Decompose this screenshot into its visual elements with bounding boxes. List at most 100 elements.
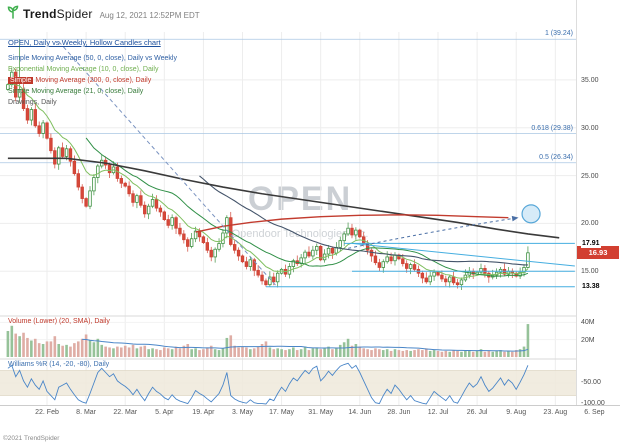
volume-bar xyxy=(6,331,10,357)
downtrend-dashed-line[interactable] xyxy=(58,41,279,288)
candle-body xyxy=(451,276,456,284)
candle-body xyxy=(146,205,151,215)
date-tick-label: 6. Sep xyxy=(584,409,605,416)
volume-bar xyxy=(53,336,57,357)
volume-bar xyxy=(311,348,315,357)
volume-bar xyxy=(108,347,111,357)
candle-body xyxy=(518,271,522,277)
price-axis[interactable] xyxy=(576,0,620,405)
date-tick-label: 19. Apr xyxy=(192,409,215,416)
candle-body xyxy=(389,256,393,262)
volume-bar xyxy=(57,344,61,357)
date-tick-label: 5. Apr xyxy=(155,409,174,416)
volume-bar xyxy=(268,347,272,357)
candle-body xyxy=(354,229,358,236)
volume-bar xyxy=(92,342,96,357)
candle-body xyxy=(479,268,483,273)
indicator-row-0[interactable]: Simple Moving Average (50, 0, close), Da… xyxy=(8,55,177,62)
volume-bar xyxy=(428,350,432,357)
indicator-row-2[interactable]: Simple Moving Average (200, 0, close), Da… xyxy=(8,77,152,84)
candle-body xyxy=(252,259,256,271)
candle-body xyxy=(150,199,155,207)
date-tick-label: 22. Mar xyxy=(113,409,138,416)
volume-bar xyxy=(264,341,268,357)
symbol-series-label[interactable]: OPEN, Daily vs Weekly, Hollow Candles ch… xyxy=(8,38,161,47)
volume-bar xyxy=(338,344,342,357)
volume-bar xyxy=(30,340,33,357)
volume-bar xyxy=(151,348,154,357)
candle-body xyxy=(45,122,49,139)
volume-indicator-label[interactable]: Volume (Lower) (20, SMA), Daily xyxy=(8,318,110,325)
date-tick-label: 12. Jul xyxy=(427,409,449,416)
candle-body xyxy=(182,233,186,241)
volume-bar xyxy=(241,346,244,357)
volume-bar xyxy=(272,349,276,357)
volume-bar xyxy=(448,351,452,357)
fib-level-label: 0.5 (26.34) xyxy=(539,153,573,161)
indicator-row-3[interactable]: Simple Moving Average (21, 0, close), Da… xyxy=(8,88,144,95)
volume-bar xyxy=(487,350,491,357)
volume-bar xyxy=(319,349,322,357)
time-axis[interactable]: 22. Feb 8. Mar 22. Mar 5. Apr 19. Apr 3. May 1… xyxy=(0,405,620,424)
volume-bar xyxy=(288,349,291,357)
volume-bar xyxy=(284,350,287,357)
volume-bar xyxy=(491,351,495,357)
volume-bar xyxy=(409,350,412,357)
candle-body xyxy=(240,255,245,263)
candle-body xyxy=(170,217,174,226)
candle-body xyxy=(358,229,362,238)
volume-bar xyxy=(194,348,197,357)
volume-bar xyxy=(170,349,174,357)
trendspider-logo-icon[interactable] xyxy=(6,5,20,24)
volume-bar xyxy=(471,351,475,357)
candle-body xyxy=(186,239,190,247)
fib-level-label: 1 (39.24) xyxy=(544,30,573,38)
descending-trendline[interactable] xyxy=(351,242,575,267)
header: TrendSpider Aug 12, 2021 12:52PM EDT xyxy=(6,5,200,23)
date-tick-label: 26. Jul xyxy=(466,409,488,416)
candle-body xyxy=(268,276,272,286)
candle-body xyxy=(193,230,198,240)
candle-body xyxy=(448,276,452,283)
volume-bar xyxy=(69,346,72,357)
volume-bar xyxy=(499,350,502,357)
candle-body xyxy=(84,198,88,207)
candle-body xyxy=(213,248,217,258)
volume-bar xyxy=(514,350,518,357)
trendspider-logo-text[interactable]: TrendSpider xyxy=(23,7,93,21)
volume-bar xyxy=(18,336,21,357)
candle-body xyxy=(72,160,77,175)
volume-bar xyxy=(526,324,530,357)
date-tick-label: 28. Jun xyxy=(387,409,411,416)
volume-sma-line xyxy=(82,338,529,352)
copyright-notice: ©2021 TrendSpider xyxy=(3,435,60,442)
volume-bar xyxy=(139,346,143,357)
candle-body xyxy=(33,109,37,127)
volume-bar xyxy=(366,349,369,357)
indicator-row-4[interactable]: Drawings, Daily xyxy=(8,99,57,106)
volume-bar xyxy=(381,350,385,357)
candle-body xyxy=(166,219,170,226)
candle-body xyxy=(232,244,237,251)
projection-arrow[interactable] xyxy=(347,217,519,249)
date-tick-label: 14. Jun xyxy=(348,409,372,416)
fib-level-label: 0.618 (29.38) xyxy=(531,124,573,132)
candle-body xyxy=(346,227,350,235)
candle-body xyxy=(436,271,440,276)
price-tick-label: 30.00 xyxy=(581,124,599,132)
volume-bar xyxy=(401,350,405,357)
candle-body xyxy=(119,178,123,184)
volume-bar xyxy=(444,350,448,357)
indicator-row-1[interactable]: Exponential Moving Average (10, 0, close… xyxy=(8,66,159,73)
date-tick-label: 9. Aug xyxy=(506,409,527,416)
price-tick-label: 25.00 xyxy=(581,172,599,180)
volume-bar xyxy=(26,337,29,357)
volume-bar xyxy=(104,346,107,357)
candle-body xyxy=(37,125,41,134)
williams-r-indicator-label[interactable]: Williams %R (14, -20, -80), Daily xyxy=(8,361,110,368)
candle-body xyxy=(459,279,464,286)
volume-bar xyxy=(182,345,186,357)
target-circle-annotation[interactable] xyxy=(521,204,541,224)
volume-bar xyxy=(362,348,366,357)
